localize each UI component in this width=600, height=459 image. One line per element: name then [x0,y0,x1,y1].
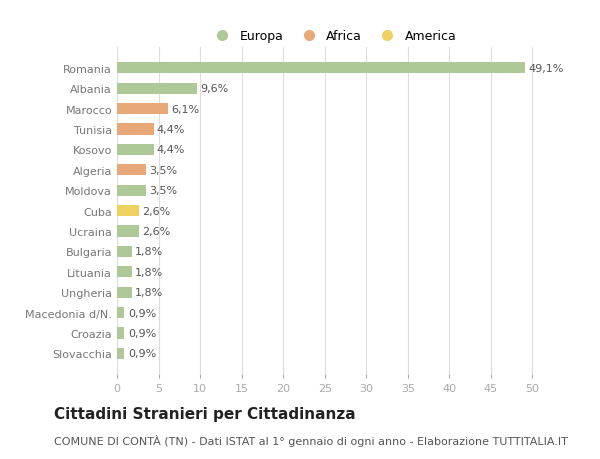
Text: 1,8%: 1,8% [135,288,164,297]
Bar [117,246,132,257]
Text: 6,1%: 6,1% [171,104,199,114]
Bar [117,348,124,359]
Bar [117,226,139,237]
Text: COMUNE DI CONTÀ (TN) - Dati ISTAT al 1° gennaio di ogni anno - Elaborazione TUTT: COMUNE DI CONTÀ (TN) - Dati ISTAT al 1° … [54,434,568,446]
Bar [117,124,154,135]
Text: 1,8%: 1,8% [135,267,164,277]
Bar [117,185,146,196]
Text: 4,4%: 4,4% [157,145,185,155]
Bar [117,104,167,115]
Bar [117,165,146,176]
Text: 4,4%: 4,4% [157,125,185,134]
Legend: Europa, Africa, America: Europa, Africa, America [205,25,461,48]
Bar [117,84,197,95]
Bar [117,206,139,217]
Bar [117,287,132,298]
Bar [117,63,525,74]
Text: 0,9%: 0,9% [128,308,156,318]
Text: 2,6%: 2,6% [142,206,170,216]
Text: 0,9%: 0,9% [128,328,156,338]
Text: 9,6%: 9,6% [200,84,229,94]
Text: 0,9%: 0,9% [128,349,156,358]
Text: 49,1%: 49,1% [528,64,563,73]
Bar [117,328,124,339]
Bar [117,267,132,278]
Text: 3,5%: 3,5% [149,165,178,175]
Text: 3,5%: 3,5% [149,186,178,196]
Text: 1,8%: 1,8% [135,247,164,257]
Bar [117,308,124,319]
Text: 2,6%: 2,6% [142,226,170,236]
Bar [117,145,154,156]
Text: Cittadini Stranieri per Cittadinanza: Cittadini Stranieri per Cittadinanza [54,406,356,421]
